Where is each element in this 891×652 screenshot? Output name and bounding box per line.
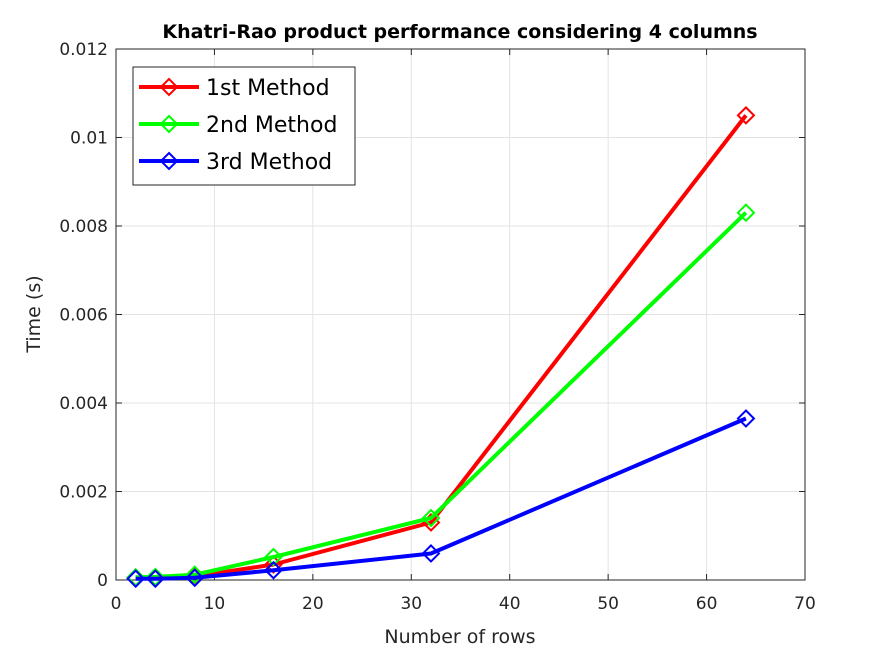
data-point-marker — [264, 547, 283, 567]
x-tick-label: 20 — [302, 594, 324, 614]
x-tick-label: 0 — [111, 594, 122, 614]
x-tick-label: 40 — [499, 594, 521, 614]
series-line — [135, 211, 748, 580]
data-point-marker — [264, 555, 283, 574]
data-point-marker — [736, 409, 756, 428]
series-3 — [126, 409, 756, 589]
legend-label: 1st Method — [206, 76, 330, 101]
legend: 1st Method 2nd Method 3rd Method — [132, 66, 356, 186]
data-point-marker — [185, 565, 205, 585]
legend-label: 2nd Method — [206, 113, 337, 138]
x-axis-label: Number of rows — [384, 626, 535, 648]
y-tick-label: 0.006 — [59, 306, 108, 326]
data-point-marker — [185, 568, 205, 588]
series-lines — [126, 105, 756, 589]
data-point-marker — [145, 569, 165, 589]
legend-marker — [159, 151, 179, 171]
legend-marker — [159, 77, 179, 97]
data-point-marker — [421, 544, 441, 563]
y-tick-label: 0.01 — [70, 129, 108, 149]
grid — [115, 48, 806, 581]
series-line — [135, 416, 747, 581]
series-2 — [126, 203, 756, 587]
chart-title: Khatri-Rao product performance consideri… — [162, 21, 757, 43]
x-tick-label: 70 — [794, 594, 816, 614]
y-tick-label: 0 — [97, 571, 108, 591]
x-tick-label: 60 — [696, 594, 718, 614]
y-axis-label: Time (s) — [23, 275, 45, 353]
y-tick-label: 0.008 — [59, 217, 108, 237]
data-point-marker — [126, 569, 146, 589]
y-tick-label: 0.002 — [59, 483, 108, 503]
x-tick-label: 50 — [597, 594, 619, 614]
axis-ticks: 0 10 20 30 40 50 60 70 0 0.002 0.004 0.006 0.008 0.01… — [59, 40, 815, 614]
x-tick-label: 30 — [400, 594, 422, 614]
data-point-marker — [145, 567, 165, 587]
x-tick-label: 10 — [204, 594, 226, 614]
data-point-marker — [736, 203, 756, 223]
y-tick-label: 0.012 — [59, 40, 108, 60]
legend-marker — [159, 114, 179, 134]
data-point-marker — [736, 105, 756, 125]
data-point-marker — [421, 508, 441, 528]
y-tick-label: 0.004 — [59, 394, 108, 414]
data-point-marker — [264, 560, 283, 580]
legend-label: 3rd Method — [206, 150, 332, 175]
